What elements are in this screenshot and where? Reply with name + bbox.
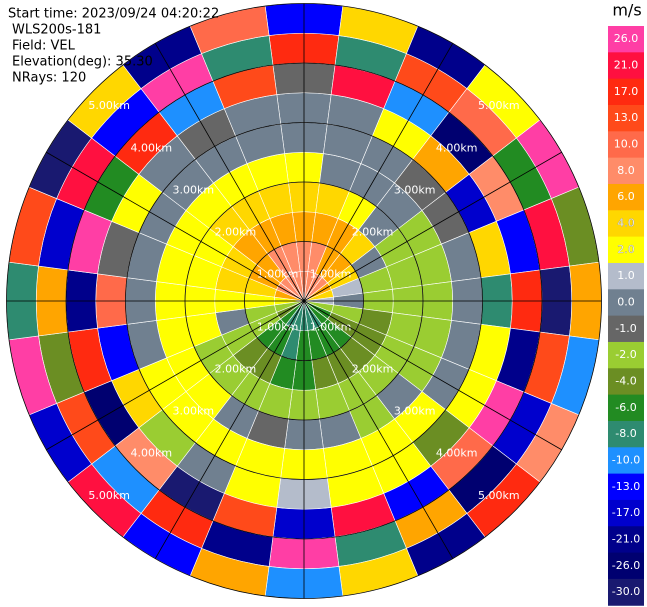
colorbar-band [608,157,644,185]
header-line: WLS200s-181 [12,23,101,38]
colorbar-band [608,131,644,159]
colorbar-band [608,210,644,238]
colorbar-band [608,368,644,396]
header-line: Start time: 2023/09/24 04:20:22 [8,7,219,22]
range-label: 5.00km [478,489,520,502]
colorbar-label: -4.0 [615,374,636,387]
range-label: 1.00km [310,321,352,334]
colorbar-band [608,289,644,317]
colorbar-band [608,315,644,343]
colorbar-label: -26.0 [612,559,640,572]
azimuth-line [154,43,305,302]
colorbar-band [608,473,644,501]
range-label: 2.00km [215,225,257,238]
colorbar-band [608,394,644,422]
colorbar-label: -13.0 [612,480,640,493]
colorbar-label: 8.0 [617,164,635,177]
range-label: 3.00km [394,405,436,418]
range-label: 1.00km [310,267,352,280]
colorbar-band [608,341,644,369]
azimuth-line [303,151,562,302]
colorbar-band [608,420,644,448]
grid: 1.00km 1.00km 1.00km 1.00km 2.00km 2.00km 2.00… [6,3,602,599]
header-line: Elevation(deg): 35.30 [12,55,153,70]
colorbar-label: 13.0 [614,111,639,124]
colorbar-title: m/s [612,1,641,20]
colorbar-label: -8.0 [615,427,636,440]
colorbar-band [608,552,644,580]
colorbar-band [608,26,644,53]
azimuth-line [46,300,305,451]
range-label: 1.00km [257,267,299,280]
colorbar-label: -2.0 [615,348,636,361]
colorbar-label: 4.0 [617,216,635,229]
range-label: 3.00km [394,183,436,196]
header: Start time: 2023/09/24 04:20:22WLS200s-1… [8,7,219,86]
colorbar-band [608,499,644,527]
azimuth-line [303,300,454,559]
colorbar-band [608,52,644,80]
colorbar-label: -1.0 [615,322,636,335]
colorbar: m/s 26.0 21.0 17.0 13.0 10.0 8.0 6.0 4.0 2.0 1.0 0… [608,1,644,606]
range-label: 3.00km [173,183,215,196]
colorbar-band [608,104,644,132]
azimuth-line [154,300,305,559]
colorbar-label: -21.0 [612,532,640,545]
colorbar-label: -17.0 [612,506,640,519]
colorbar-band [608,236,644,264]
colorbar-label: 10.0 [614,137,639,150]
colorbar-label: 0.0 [617,295,635,308]
colorbar-band [608,262,644,290]
header-line: Field: VEL [12,39,76,54]
colorbar-label: 6.0 [617,190,635,203]
colorbar-label: -10.0 [612,453,640,466]
range-label: 5.00km [478,99,520,112]
range-label: 5.00km [88,489,130,502]
colorbar-band [608,183,644,211]
azimuth-line [303,43,454,302]
azimuth-line [303,300,562,451]
range-label: 4.00km [436,447,478,460]
range-label: 2.00km [352,363,394,376]
colorbar-label: 17.0 [614,85,639,98]
colorbar-label: 1.0 [617,269,635,282]
colorbar-band [608,578,644,606]
colorbar-label: 21.0 [614,58,639,71]
azimuth-line [46,151,305,302]
colorbar-label: 26.0 [614,32,639,45]
colorbar-band [608,526,644,554]
range-label: 2.00km [215,363,257,376]
colorbar-label: -6.0 [615,401,636,414]
range-label: 4.00km [130,447,172,460]
ppi-plot [6,3,602,599]
range-label: 5.00km [88,99,130,112]
colorbar-label: -30.0 [612,585,640,598]
range-label: 4.00km [130,141,172,154]
header-line: NRays: 120 [12,71,86,86]
colorbar-label: 2.0 [617,243,635,256]
colorbar-band [608,78,644,106]
range-label: 3.00km [173,405,215,418]
range-label: 1.00km [257,321,299,334]
range-label: 2.00km [352,225,394,238]
colorbar-band [608,447,644,475]
range-label: 4.00km [436,141,478,154]
